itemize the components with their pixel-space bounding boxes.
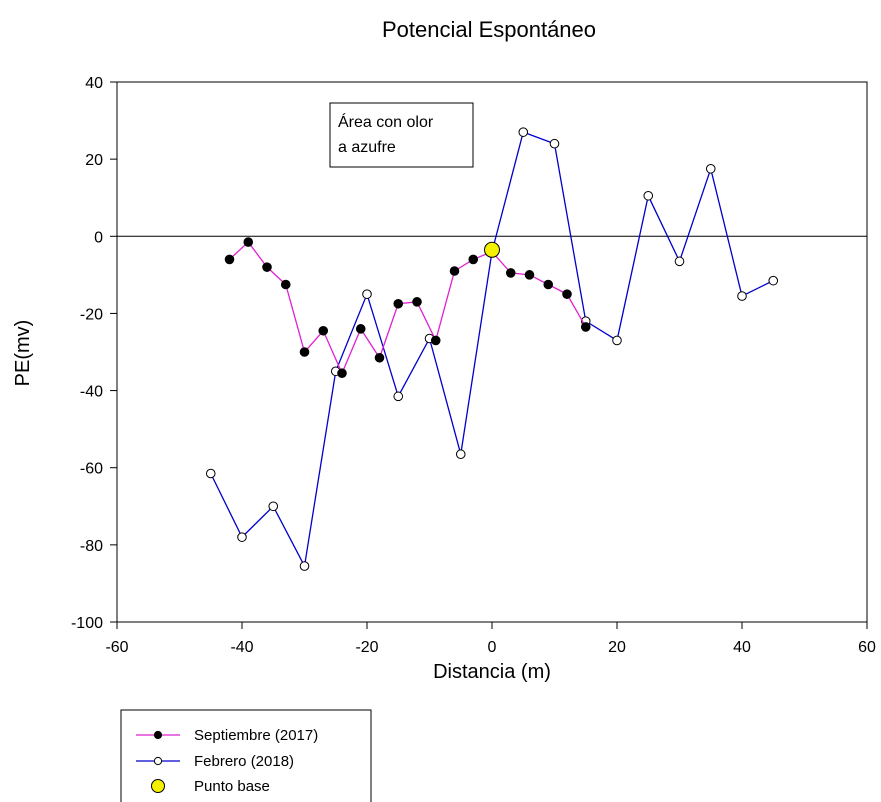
data-point: [237, 532, 247, 542]
x-tick-label: -40: [230, 639, 253, 656]
data-point: [737, 291, 747, 301]
data-point: [262, 262, 272, 272]
data-point: [705, 163, 716, 174]
y-tick-label: 20: [85, 152, 103, 169]
data-point: [468, 254, 479, 265]
data-point: [337, 368, 347, 379]
data-point: [449, 266, 460, 276]
series-line: [210, 131, 774, 569]
y-tick-label: 0: [94, 229, 103, 246]
data-point: [524, 270, 535, 280]
data-point: [362, 289, 372, 299]
data-point: [393, 391, 404, 402]
series-line: [229, 241, 587, 375]
x-tick-label: 20: [608, 639, 626, 656]
data-point: [224, 254, 235, 265]
y-tick-label: -40: [80, 384, 103, 401]
y-axis-title: PE(mv): [12, 320, 34, 387]
data-point: [430, 335, 441, 346]
plot-frame: [116, 81, 868, 623]
y-tick-label: 40: [85, 75, 103, 92]
data-point: [299, 347, 310, 357]
x-tick-label: -60: [105, 639, 128, 656]
data-point: [643, 190, 654, 201]
y-tick-label: -100: [71, 615, 103, 632]
x-tick-label: 60: [858, 639, 876, 656]
y-axis-ticks: -100 -80 -60 -40 -20 0 20 40: [71, 75, 117, 632]
legend: Septiembre (2017) Febrero (2018) Punto b…: [120, 709, 372, 802]
data-point: [455, 449, 466, 460]
data-point: [318, 325, 329, 336]
data-point: [549, 138, 560, 149]
data-point: [768, 275, 779, 286]
data-point: [243, 237, 254, 247]
data-point: [562, 289, 572, 299]
data-point: [280, 279, 291, 290]
chart-title: Potencial Espontáneo: [382, 17, 596, 42]
legend-label-punto-base: Punto base: [194, 778, 270, 795]
legend-item-punto-base: Punto base: [151, 778, 270, 795]
data-point: [543, 279, 554, 290]
x-axis-ticks: -60 -40 -20 0 20 40 60: [105, 622, 876, 656]
y-tick-label: -20: [80, 306, 103, 323]
legend-label-febrero: Febrero (2018): [194, 753, 294, 770]
data-point: [393, 298, 404, 309]
data-point: [580, 322, 591, 332]
data-point: [268, 501, 279, 512]
x-tick-label: 40: [733, 639, 751, 656]
series-0: [224, 237, 591, 379]
data-point: [674, 256, 685, 267]
annotation-line-2: a azufre: [338, 139, 396, 156]
series-2: [484, 241, 500, 258]
data-point: [374, 352, 385, 363]
data-point: [505, 268, 516, 278]
legend-label-septiembre: Septiembre (2017): [194, 727, 318, 744]
series-layer: [205, 127, 779, 571]
x-axis-title: Distancia (m): [433, 661, 551, 683]
data-point: [299, 561, 310, 571]
data-point: [355, 324, 366, 334]
annotation-line-1: Área con olor: [338, 112, 434, 131]
legend-item-septiembre: Septiembre (2017): [136, 727, 318, 744]
data-point: [518, 127, 529, 137]
annotation-box: Área con olor a azufre: [329, 102, 474, 168]
data-point: [205, 468, 216, 479]
y-tick-label: -80: [80, 538, 103, 555]
series-1: [205, 127, 779, 571]
legend-item-febrero: Febrero (2018): [136, 753, 294, 770]
data-point: [612, 335, 622, 346]
x-tick-label: 0: [488, 639, 497, 656]
data-point: [412, 297, 422, 307]
y-tick-label: -60: [80, 461, 103, 478]
base-point-marker: [484, 241, 500, 258]
x-tick-label: -20: [355, 639, 378, 656]
